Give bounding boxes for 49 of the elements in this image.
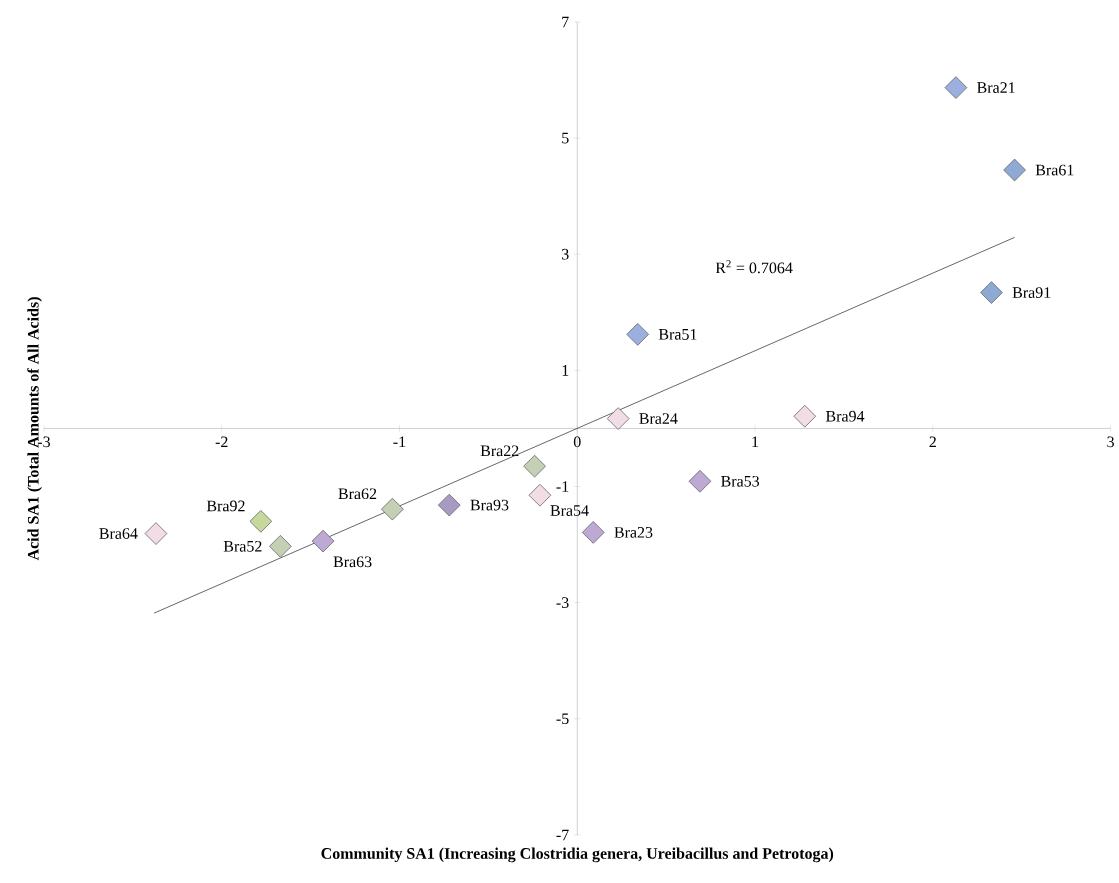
x-axis-title: Community SA1 (Increasing Clostridia genera, Ureibacillus and Petrotoga) [321, 847, 834, 863]
series-label: Bra21 [977, 82, 1015, 94]
y-tick-label: -7 [556, 829, 569, 841]
point [523, 454, 546, 478]
series-label: Bra64 [99, 528, 138, 539]
series-label: Bra63 [333, 556, 372, 568]
series-label: Bra93 [470, 499, 509, 511]
y-tick-label: -5 [556, 713, 569, 725]
point [249, 510, 273, 533]
point [980, 281, 1003, 304]
point [381, 497, 404, 521]
y-tick-label: 3 [562, 248, 569, 260]
series-label: Bra22 [480, 445, 519, 457]
series-label: Bra23 [614, 527, 653, 538]
annotation: R$^{2}$ = 0.7064 [715, 260, 793, 274]
point [311, 529, 335, 553]
series-label: Bra51 [658, 329, 697, 340]
series-label: Bra52 [223, 541, 262, 552]
y-tick-label: 1 [562, 365, 569, 376]
y-tick-label: -3 [556, 597, 569, 609]
x-tick-label: 2 [929, 436, 936, 448]
series-label: Bra53 [721, 475, 760, 487]
series-label: Bra94 [825, 410, 865, 422]
series-label: Bra24 [639, 413, 678, 424]
series-label: Bra61 [1035, 164, 1074, 176]
point [944, 76, 968, 99]
point [626, 323, 650, 346]
x-tick-label: -1 [393, 436, 406, 448]
point [581, 521, 605, 544]
x-tick-label: 1 [752, 436, 759, 448]
x-tick-label: -3 [37, 436, 50, 448]
point [528, 483, 552, 507]
point [144, 522, 168, 545]
x-tick-label: -2 [215, 436, 228, 448]
y-tick-label: 7 [562, 16, 569, 28]
y-tick-label: 5 [562, 132, 569, 144]
point [606, 407, 630, 430]
point [793, 404, 817, 428]
series-label: Bra92 [206, 500, 245, 512]
series-label: Bra91 [1012, 287, 1051, 298]
x-tick-label: 0 [573, 436, 581, 448]
y-tick-label: -1 [556, 481, 569, 492]
series-label: Bra62 [338, 488, 377, 500]
series-label: Bra54 [550, 505, 589, 516]
point [437, 493, 461, 517]
point [269, 535, 292, 558]
x-tick-label: 3 [1107, 436, 1114, 448]
point [1003, 158, 1026, 182]
point [688, 470, 712, 493]
